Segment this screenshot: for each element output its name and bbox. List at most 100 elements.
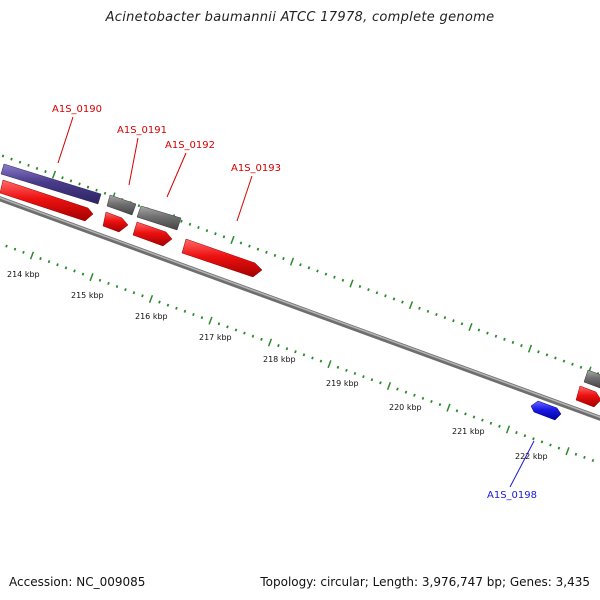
leader-a1s-0193 bbox=[236, 175, 253, 222]
genome-backbone-highlight bbox=[0, 197, 600, 418]
minor-tick bbox=[401, 300, 404, 304]
minor-tick bbox=[86, 185, 90, 189]
minor-tick bbox=[498, 424, 501, 428]
feature-a1s-0192-gray[interactable] bbox=[136, 205, 182, 231]
minor-tick bbox=[540, 440, 544, 444]
minor-tick bbox=[64, 266, 68, 270]
minor-tick bbox=[515, 430, 518, 435]
major-tick bbox=[505, 425, 511, 434]
accession-text: Accession: NC_009085 bbox=[9, 575, 146, 589]
minor-tick bbox=[574, 452, 578, 456]
cds-arrow-right-red[interactable] bbox=[575, 385, 600, 408]
minor-tick bbox=[56, 263, 59, 267]
lower-tick-track bbox=[5, 244, 595, 463]
minor-tick bbox=[265, 250, 268, 254]
minor-tick bbox=[319, 359, 323, 363]
leader-a1s-0190 bbox=[57, 116, 74, 164]
gene-label[interactable]: A1S_0191 bbox=[117, 125, 167, 136]
minor-tick bbox=[256, 247, 260, 251]
minor-tick bbox=[251, 334, 255, 338]
feature-a1s-0190-purple[interactable] bbox=[0, 163, 102, 205]
minor-tick bbox=[438, 403, 442, 407]
gene-label[interactable]: A1S_0190 bbox=[52, 104, 102, 115]
minor-tick bbox=[426, 309, 430, 313]
scale-label: 220 kbp bbox=[389, 403, 422, 412]
genome-backbone bbox=[0, 196, 600, 421]
cds-arrow-a1s-0198[interactable] bbox=[530, 400, 562, 421]
minor-tick bbox=[571, 362, 574, 366]
minor-tick bbox=[294, 350, 297, 354]
scale-label: 216 kbp bbox=[135, 312, 168, 321]
minor-tick bbox=[404, 390, 408, 394]
scale-label: 221 kbp bbox=[452, 427, 485, 436]
page-title: Acinetobacter baumannii ATCC 17978, comp… bbox=[105, 10, 495, 25]
major-tick bbox=[349, 279, 354, 288]
minor-tick bbox=[537, 350, 540, 354]
minor-tick bbox=[358, 284, 362, 289]
minor-tick bbox=[336, 365, 340, 369]
scale-label: 215 kbp bbox=[71, 291, 104, 300]
major-tick bbox=[327, 360, 332, 369]
scale-label: 219 kbp bbox=[326, 379, 359, 388]
gene-label[interactable]: A1S_0193 bbox=[231, 163, 281, 174]
minor-tick bbox=[435, 312, 438, 317]
minor-tick bbox=[137, 204, 141, 208]
minor-tick bbox=[557, 446, 561, 450]
minor-tick bbox=[124, 288, 127, 292]
minor-tick bbox=[532, 437, 535, 441]
minor-tick bbox=[78, 182, 81, 186]
minor-tick bbox=[353, 371, 357, 376]
minor-tick bbox=[222, 235, 226, 239]
minor-tick bbox=[81, 272, 85, 276]
minor-tick bbox=[503, 337, 506, 341]
gene-label[interactable]: A1S_0192 bbox=[165, 140, 215, 151]
minor-tick bbox=[302, 353, 306, 357]
minor-tick bbox=[591, 458, 595, 463]
minor-tick bbox=[299, 263, 302, 267]
minor-tick bbox=[549, 443, 552, 447]
cds-arrow-a1s-0191[interactable] bbox=[102, 211, 129, 233]
minor-tick bbox=[248, 244, 251, 248]
minor-tick bbox=[10, 157, 13, 161]
minor-tick bbox=[282, 256, 285, 261]
major-tick bbox=[267, 338, 273, 347]
minor-tick bbox=[205, 229, 209, 233]
minor-tick bbox=[141, 294, 144, 298]
minor-tick bbox=[61, 176, 64, 180]
minor-tick bbox=[132, 291, 136, 295]
minor-tick bbox=[341, 278, 345, 282]
scale-label: 217 kbp bbox=[199, 333, 232, 342]
major-tick bbox=[208, 316, 213, 325]
minor-tick bbox=[217, 322, 221, 326]
minor-tick bbox=[362, 375, 365, 379]
minor-tick bbox=[455, 409, 459, 413]
minor-tick bbox=[333, 275, 336, 279]
minor-tick bbox=[69, 179, 73, 183]
feature-a1s-0191-gray[interactable] bbox=[106, 194, 137, 216]
minor-tick bbox=[27, 163, 30, 167]
major-tick bbox=[89, 273, 94, 282]
cds-arrow-a1s-0193[interactable] bbox=[181, 238, 263, 278]
feature-right-gray[interactable] bbox=[583, 369, 600, 389]
minor-tick bbox=[226, 325, 229, 329]
scale-label: 222 kbp bbox=[515, 452, 548, 461]
minor-tick bbox=[277, 343, 280, 348]
minor-tick bbox=[316, 269, 319, 273]
cds-arrow-a1s-0192[interactable] bbox=[132, 221, 173, 247]
cds-arrow-a1s-0190[interactable] bbox=[0, 179, 94, 222]
major-tick bbox=[527, 344, 533, 353]
minor-tick bbox=[384, 294, 387, 298]
minor-tick bbox=[158, 300, 161, 304]
minor-tick bbox=[13, 247, 17, 251]
minor-tick bbox=[520, 343, 523, 348]
minor-tick bbox=[1, 154, 5, 158]
minor-tick bbox=[166, 303, 170, 307]
minor-tick bbox=[418, 306, 421, 310]
minor-tick bbox=[95, 188, 98, 192]
major-tick bbox=[468, 322, 473, 331]
minor-tick bbox=[192, 312, 195, 317]
topology-text: Topology: circular; Length: 3,976,747 bp… bbox=[260, 575, 590, 589]
minor-tick bbox=[175, 306, 178, 310]
major-tick bbox=[148, 294, 154, 303]
gene-label[interactable]: A1S_0198 bbox=[487, 490, 537, 501]
